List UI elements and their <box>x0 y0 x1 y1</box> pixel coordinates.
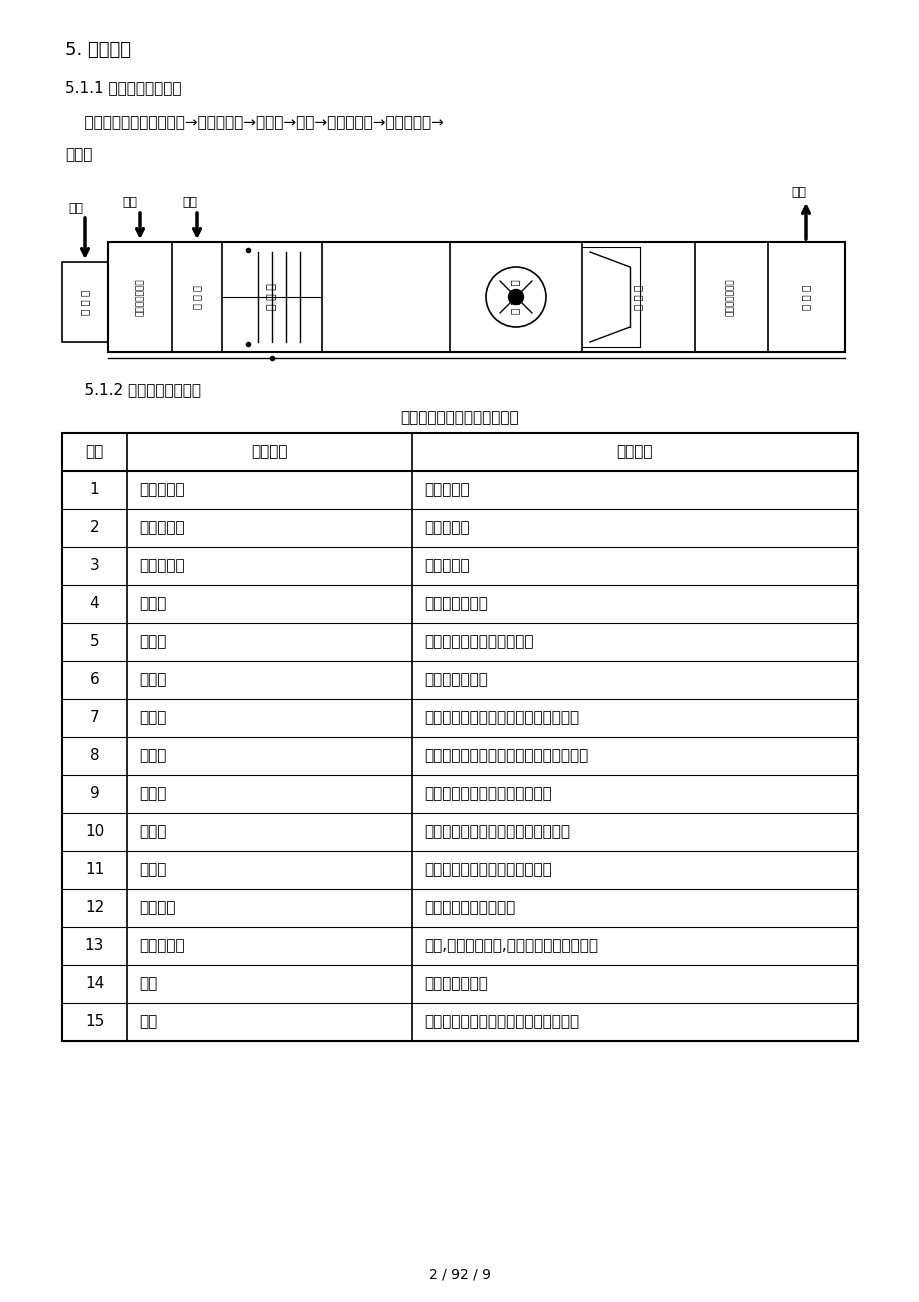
Text: 臭氧发生器: 臭氧发生器 <box>139 939 185 953</box>
Text: 加热器: 加热器 <box>139 596 166 612</box>
Text: 11: 11 <box>85 862 104 878</box>
Text: 洁净室温度偏高或温度偏低: 洁净室温度偏高或温度偏低 <box>424 634 533 650</box>
Text: 出风: 出风 <box>790 186 805 199</box>
Text: 风险识别: 风险识别 <box>251 444 288 460</box>
Text: 新风: 新风 <box>68 202 83 215</box>
Text: 4: 4 <box>89 596 99 612</box>
Text: 关闭，导致形成乱流，对环境造成污染。: 关闭，导致形成乱流，对环境造成污染。 <box>424 749 587 763</box>
Text: 13: 13 <box>85 939 104 953</box>
Text: 10: 10 <box>85 824 104 840</box>
Text: 回风: 回风 <box>182 195 197 208</box>
Text: 关闭，导致无新风补充，送风量不足。: 关闭，导致无新风补充，送风量不足。 <box>424 711 578 725</box>
Text: 破损、堵塞: 破损、堵塞 <box>424 521 469 535</box>
Text: 排风机: 排风机 <box>139 862 166 878</box>
Text: 回 风 段: 回 风 段 <box>192 285 202 309</box>
Text: 12: 12 <box>85 901 104 915</box>
Text: 遮 风 段: 遮 风 段 <box>80 289 90 315</box>
Text: 8: 8 <box>89 749 99 763</box>
Text: 室内。: 室内。 <box>65 147 92 163</box>
Text: 1: 1 <box>89 483 99 497</box>
Text: 7: 7 <box>89 711 99 725</box>
Text: 袋式中效过滤段: 袋式中效过滤段 <box>725 279 733 316</box>
Text: 破损、堵塞: 破损、堵塞 <box>424 559 469 573</box>
Text: 故障,无法产生臭氧,车间环境微生物超标。: 故障,无法产生臭氧,车间环境微生物超标。 <box>424 939 597 953</box>
Text: 高效过滤器: 高效过滤器 <box>139 559 185 573</box>
Text: 9: 9 <box>89 786 99 802</box>
Text: 5: 5 <box>89 634 99 650</box>
Text: 排风机故障导致风量下降或停机: 排风机故障导致风量下降或停机 <box>424 862 551 878</box>
Text: 漏风，风量减少: 漏风，风量减少 <box>424 976 487 992</box>
Bar <box>62 434 857 1042</box>
Text: 14: 14 <box>85 976 104 992</box>
Text: 5.1.1 空调系统流程图：: 5.1.1 空调系统流程图： <box>65 81 181 95</box>
Bar <box>62 262 108 342</box>
Text: 表 冷 段: 表 冷 段 <box>267 284 277 310</box>
Text: 送 风 机 段: 送 风 机 段 <box>509 280 519 314</box>
Bar <box>108 242 844 352</box>
Text: 2: 2 <box>89 521 99 535</box>
Text: 风口布局: 风口布局 <box>139 901 176 915</box>
Text: 洁净区流型分布不合理: 洁净区流型分布不合理 <box>424 901 515 915</box>
Text: 内风机: 内风机 <box>139 824 166 840</box>
Text: 5. 风险识别: 5. 风险识别 <box>65 40 130 59</box>
Text: 3: 3 <box>89 559 99 573</box>
Text: 袋式初效过滤段: 袋式初效过滤段 <box>135 279 144 316</box>
Text: 6: 6 <box>89 673 99 687</box>
Text: 空气净化系统流程：新风→初效过滤器→表冷器→风机→中效过滤器→高效过滤器→: 空气净化系统流程：新风→初效过滤器→表冷器→风机→中效过滤器→高效过滤器→ <box>65 116 443 130</box>
Text: 出 风 段: 出 风 段 <box>800 284 811 310</box>
Text: 扩 散 段: 扩 散 段 <box>632 284 642 310</box>
Text: 空调系统停止运转，洁净级别无法保证: 空调系统停止运转，洁净级别无法保证 <box>424 1014 578 1030</box>
Text: 停电: 停电 <box>139 1014 157 1030</box>
Text: 新风: 新风 <box>122 195 137 208</box>
Text: 新风阀: 新风阀 <box>139 711 166 725</box>
Text: 中效过滤器: 中效过滤器 <box>139 521 185 535</box>
Text: 破损、堵塞: 破损、堵塞 <box>424 483 469 497</box>
Text: 回风阀: 回风阀 <box>139 749 166 763</box>
Text: 2 / 92 / 9: 2 / 92 / 9 <box>428 1268 491 1282</box>
Text: 消防阀: 消防阀 <box>139 786 166 802</box>
Text: 空调净化系统风险识别描述表: 空调净化系统风险识别描述表 <box>401 410 518 426</box>
Text: 风险描述: 风险描述 <box>616 444 652 460</box>
Text: 风管: 风管 <box>139 976 157 992</box>
Text: 洁净室湿度过低: 洁净室湿度过低 <box>424 673 487 687</box>
Circle shape <box>508 289 523 305</box>
Text: 加湿器: 加湿器 <box>139 673 166 687</box>
Text: 关闭，导致没有进风，影响压差: 关闭，导致没有进风，影响压差 <box>424 786 551 802</box>
Text: 序号: 序号 <box>85 444 104 460</box>
Text: 洁净室温度过低: 洁净室温度过低 <box>424 596 487 612</box>
Text: 表冷器: 表冷器 <box>139 634 166 650</box>
Text: 5.1.2 风险识别描述表：: 5.1.2 风险识别描述表： <box>65 383 200 397</box>
Text: 初效过滤器: 初效过滤器 <box>139 483 185 497</box>
Text: 15: 15 <box>85 1014 104 1030</box>
Text: 风机出现故障，导致风量下降或停机: 风机出现故障，导致风量下降或停机 <box>424 824 570 840</box>
